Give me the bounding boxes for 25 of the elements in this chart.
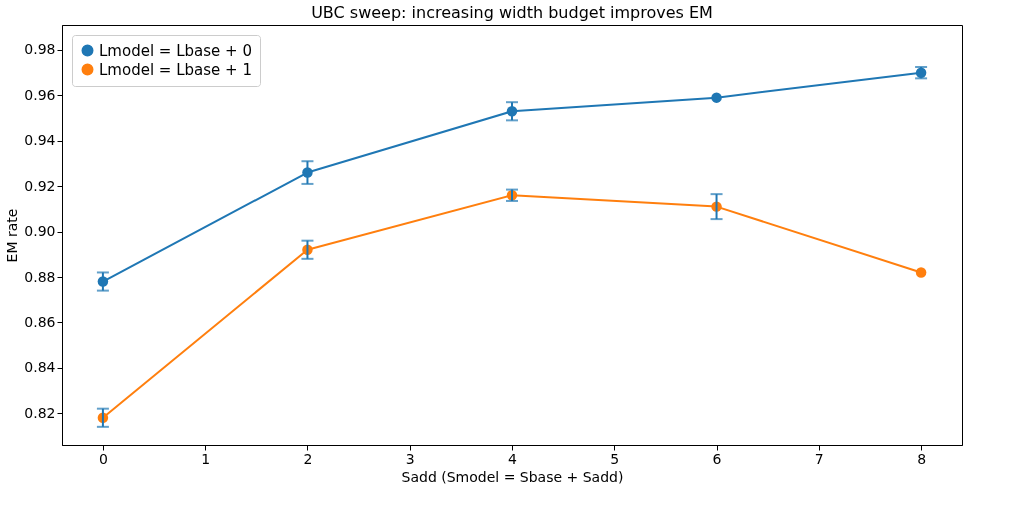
point [711,92,722,103]
y-tick-label: 0.88 [24,268,56,285]
x-tick-label: 8 [917,450,927,467]
chart-title: UBC sweep: increasing width budget improves EM [311,3,713,22]
x-tick-label: 1 [201,450,211,467]
x-tick-label: 3 [405,450,415,467]
x-tick-label: 0 [98,450,108,467]
y-tick-label: 0.92 [24,177,56,194]
x-tick-label: 6 [712,450,722,467]
y-tick-label: 0.82 [24,404,56,421]
y-axis-title: EM rate [4,208,21,263]
legend-label: Lmodel = Lbase + 1 [99,60,252,79]
y-tick-label: 0.94 [24,132,56,149]
x-tick-label: 2 [303,450,313,467]
x-tick-label: 5 [610,450,620,467]
y-tick-label: 0.90 [24,223,56,240]
y-tick-label: 0.96 [24,86,56,103]
y-tick-label: 0.98 [24,41,56,58]
x-tick-label: 4 [508,450,518,467]
point [915,267,927,278]
y-tick-label: 0.86 [24,313,56,330]
x-axis-title: Sadd (Smodel = Sbase + Sadd) [401,468,624,485]
legend-label: Lmodel = Lbase + 0 [99,41,252,60]
x-tick-label: 7 [814,450,824,467]
y-tick-label: 0.84 [24,359,56,376]
